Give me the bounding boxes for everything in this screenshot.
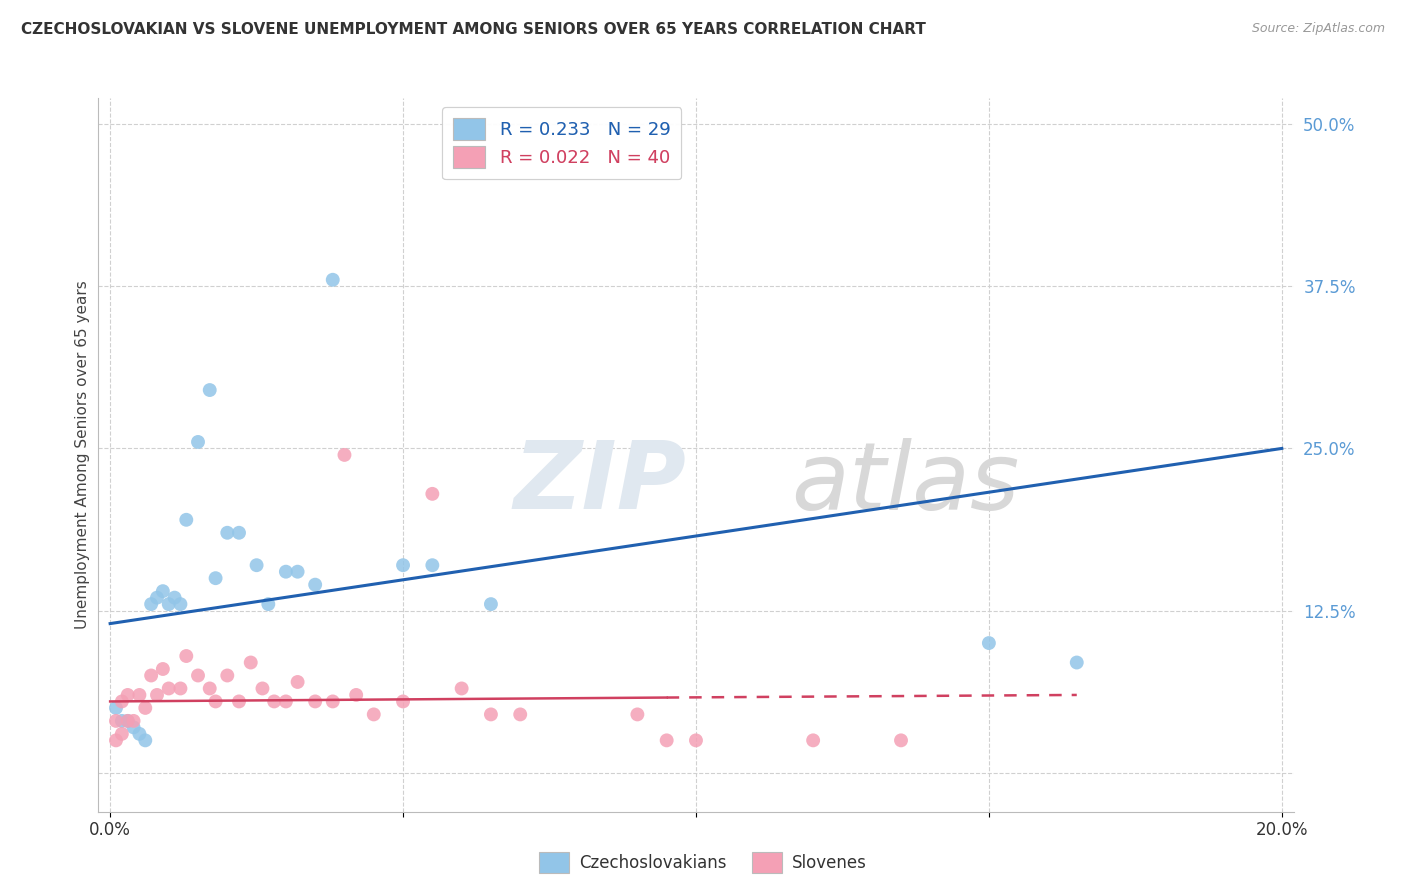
Point: [304, 577, 326, 591]
Point: [111, 694, 134, 708]
Point: [228, 694, 250, 708]
Point: [187, 434, 209, 449]
Point: [128, 727, 150, 741]
Point: [304, 694, 326, 708]
Point: [122, 720, 145, 734]
Point: [655, 733, 678, 747]
Point: [801, 733, 824, 747]
Point: [187, 668, 209, 682]
Point: [198, 383, 221, 397]
Point: [105, 714, 128, 728]
Point: [263, 694, 285, 708]
Point: [111, 714, 134, 728]
Point: [146, 688, 169, 702]
Point: [174, 648, 197, 663]
Point: [363, 707, 385, 722]
Point: [246, 558, 269, 573]
Point: [117, 714, 139, 728]
Point: [252, 681, 274, 696]
Point: [105, 701, 128, 715]
Point: [274, 694, 297, 708]
Point: [333, 448, 356, 462]
Point: [117, 688, 139, 702]
Legend: Czechoslovakians, Slovenes: Czechoslovakians, Slovenes: [533, 846, 873, 880]
Point: [685, 733, 707, 747]
Point: [322, 273, 344, 287]
Point: [157, 681, 180, 696]
Point: [1066, 656, 1088, 670]
Point: [890, 733, 912, 747]
Point: [204, 694, 226, 708]
Point: [134, 701, 156, 715]
Point: [141, 597, 163, 611]
Point: [626, 707, 648, 722]
Point: [239, 656, 262, 670]
Point: [146, 591, 169, 605]
Text: atlas: atlas: [792, 438, 1019, 529]
Point: [977, 636, 1000, 650]
Point: [228, 525, 250, 540]
Point: [157, 597, 180, 611]
Point: [217, 668, 239, 682]
Text: ZIP: ZIP: [515, 437, 686, 530]
Point: [509, 707, 531, 722]
Point: [105, 733, 128, 747]
Legend: R = 0.233   N = 29, R = 0.022   N = 40: R = 0.233 N = 29, R = 0.022 N = 40: [441, 107, 682, 179]
Point: [141, 668, 163, 682]
Point: [152, 584, 174, 599]
Point: [422, 487, 444, 501]
Point: [163, 591, 186, 605]
Text: Source: ZipAtlas.com: Source: ZipAtlas.com: [1251, 22, 1385, 36]
Point: [392, 694, 415, 708]
Point: [152, 662, 174, 676]
Point: [217, 525, 239, 540]
Point: [322, 694, 344, 708]
Point: [128, 688, 150, 702]
Point: [392, 558, 415, 573]
Point: [111, 727, 134, 741]
Point: [122, 714, 145, 728]
Point: [174, 513, 197, 527]
Point: [257, 597, 280, 611]
Point: [450, 681, 472, 696]
Point: [134, 733, 156, 747]
Point: [344, 688, 367, 702]
Point: [204, 571, 226, 585]
Point: [169, 681, 191, 696]
Point: [287, 565, 309, 579]
Point: [287, 675, 309, 690]
Text: CZECHOSLOVAKIAN VS SLOVENE UNEMPLOYMENT AMONG SENIORS OVER 65 YEARS CORRELATION : CZECHOSLOVAKIAN VS SLOVENE UNEMPLOYMENT …: [21, 22, 927, 37]
Point: [274, 565, 297, 579]
Y-axis label: Unemployment Among Seniors over 65 years: Unemployment Among Seniors over 65 years: [75, 281, 90, 629]
Point: [479, 707, 502, 722]
Point: [117, 714, 139, 728]
Point: [198, 681, 221, 696]
Point: [169, 597, 191, 611]
Point: [479, 597, 502, 611]
Point: [422, 558, 444, 573]
